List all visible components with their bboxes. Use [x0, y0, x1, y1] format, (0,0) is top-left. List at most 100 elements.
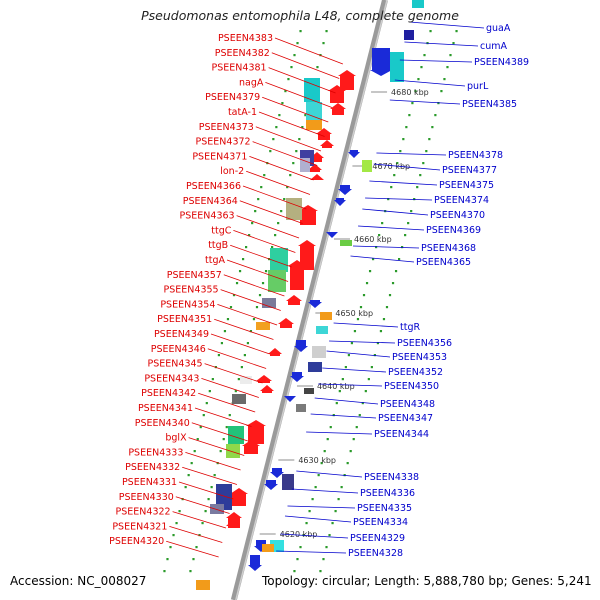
- track-dot: [393, 174, 396, 177]
- track-dot: [283, 198, 286, 201]
- track-dot: [296, 558, 299, 561]
- track-dot: [207, 498, 210, 501]
- track-dot: [172, 534, 175, 537]
- left-leader-line: [236, 215, 300, 239]
- cog-box: [282, 474, 294, 490]
- right-gene-label: PSEEN4334: [353, 517, 408, 528]
- left-gene-label: ttgC: [211, 225, 231, 236]
- track-dot: [258, 294, 262, 297]
- right-gene-label: PSEEN4370: [430, 210, 485, 221]
- left-leader-line: [198, 392, 256, 413]
- gene-arrow: [334, 198, 346, 206]
- cog-box: [226, 444, 240, 458]
- left-leader-line: [239, 200, 303, 224]
- forward-gene: [268, 348, 282, 356]
- cog-box: [304, 388, 314, 394]
- track-dot: [394, 270, 398, 273]
- gene-arrow: [260, 385, 274, 393]
- track-dot: [390, 186, 393, 189]
- track-dot: [308, 510, 311, 513]
- left-gene-label: tatA-1: [228, 107, 257, 118]
- cog-box: [286, 198, 302, 220]
- track-dot: [166, 558, 169, 561]
- track-dot: [287, 78, 290, 81]
- track-dot: [213, 474, 216, 477]
- gene-arrow: [268, 348, 282, 356]
- track-dot: [423, 54, 426, 57]
- gene-arrow: [310, 174, 324, 180]
- track-dot: [325, 546, 328, 549]
- accession-text: Accession: NC_008027: [10, 574, 147, 588]
- right-gene-label: PSEEN4350: [384, 381, 439, 392]
- right-gene-label: PSEEN4389: [474, 57, 529, 68]
- track-dot: [353, 330, 357, 333]
- track-dot: [382, 318, 386, 321]
- track-dot: [243, 354, 246, 357]
- track-dot: [420, 66, 423, 69]
- track-dot: [184, 486, 187, 489]
- left-leader-line: [210, 333, 270, 355]
- left-gene-label: PSEEN4332: [125, 462, 180, 473]
- right-gene-label: purL: [467, 81, 489, 92]
- cog-box: [262, 298, 276, 308]
- left-leader-line: [207, 348, 267, 369]
- track-dot: [220, 342, 224, 345]
- cog-box: [196, 580, 210, 590]
- track-dot: [189, 570, 192, 573]
- track-dot: [293, 54, 296, 57]
- track-dot: [208, 390, 211, 393]
- track-dot: [405, 126, 408, 129]
- track-dot: [391, 282, 395, 285]
- right-gene-label: PSEEN4369: [426, 225, 481, 236]
- track-dot: [275, 126, 278, 129]
- track-dot: [368, 270, 372, 273]
- track-dot: [271, 246, 274, 249]
- left-leader-line: [220, 289, 281, 311]
- right-leader-line: [333, 322, 399, 328]
- track-dot: [434, 114, 437, 117]
- left-gene-label: PSEEN4333: [128, 447, 183, 458]
- cog-box: [312, 346, 326, 358]
- cog-box: [256, 322, 270, 330]
- track-dot: [349, 450, 352, 453]
- gene-arrow: [246, 420, 266, 444]
- left-leader-line: [185, 452, 241, 471]
- gene-arrow: [288, 260, 306, 290]
- track-dot: [280, 210, 283, 213]
- left-gene-label: PSEEN4322: [116, 507, 171, 518]
- track-dot: [305, 522, 308, 525]
- track-dot: [410, 210, 413, 213]
- track-dot: [364, 390, 367, 393]
- left-leader-line: [217, 304, 278, 326]
- track-dot: [252, 318, 256, 321]
- cog-box: [308, 362, 322, 372]
- forward-gene: [286, 295, 302, 305]
- right-gene-label: PSEEN4347: [378, 413, 433, 424]
- kbp-label: 4650 kbp: [335, 309, 373, 318]
- track-dot: [226, 318, 230, 321]
- track-dot: [323, 450, 326, 453]
- left-gene-label: PSEEN4366: [186, 181, 241, 192]
- track-dot: [204, 510, 207, 513]
- track-dot: [455, 30, 458, 33]
- right-leader-line: [394, 79, 466, 87]
- track-dot: [304, 114, 307, 117]
- left-gene-label: PSEEN4321: [112, 521, 167, 532]
- reverse-gene: [370, 48, 392, 76]
- track-dot: [449, 54, 452, 57]
- right-gene-label: ttgR: [400, 322, 420, 333]
- left-leader-line: [262, 96, 329, 123]
- track-dot: [272, 138, 275, 141]
- right-gene-label: PSEEN4378: [448, 150, 503, 161]
- cog-box: [306, 120, 322, 130]
- track-dot: [225, 426, 228, 429]
- right-gene-label: PSEEN4335: [357, 503, 412, 514]
- track-dot: [249, 330, 253, 333]
- right-leader-line: [389, 99, 461, 105]
- track-dot: [199, 426, 202, 429]
- track-dot: [286, 186, 289, 189]
- track-dot: [298, 138, 301, 141]
- track-dot: [269, 150, 272, 153]
- gene-arrow: [298, 205, 318, 225]
